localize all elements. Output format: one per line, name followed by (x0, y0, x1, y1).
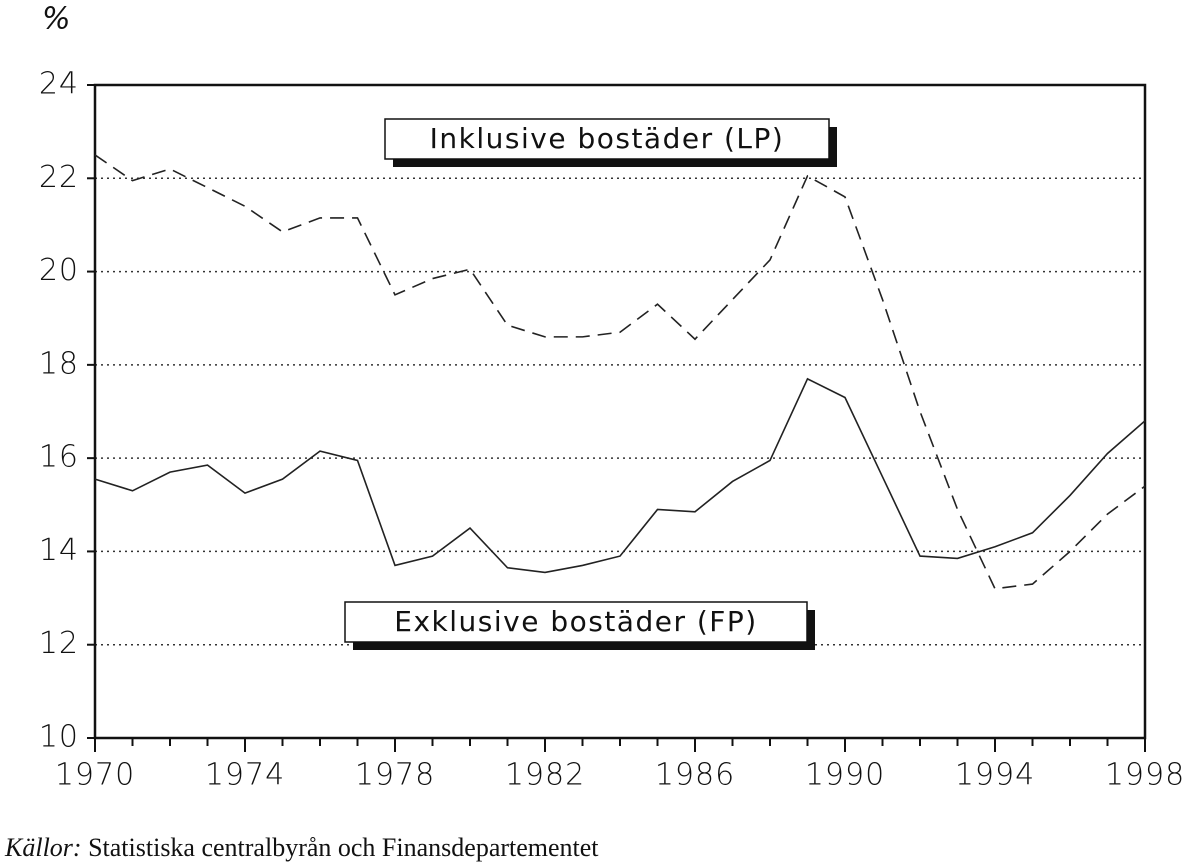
series-label: Inklusive bostäder (LP) (430, 122, 785, 155)
y-tick-label: 16 (39, 440, 79, 475)
source-label: Källor: (4, 833, 82, 862)
label-box (384, 118, 830, 160)
y-unit: % (42, 2, 72, 37)
y-tick-label: 22 (39, 160, 79, 195)
x-tick-label: 1982 (505, 758, 585, 793)
x-tick-label: 1978 (355, 758, 435, 793)
series-line (94, 154, 1146, 590)
x-tick-label: 1986 (655, 758, 735, 793)
y-tick-label: 12 (39, 626, 79, 661)
source-text: Statistiska centralbyrån och Finansdepar… (88, 833, 599, 862)
x-tick-label: 1990 (805, 758, 885, 793)
x-tick-label: 1974 (205, 758, 285, 793)
y-tick-label: 10 (39, 720, 79, 755)
y-tick-label: 18 (39, 346, 79, 381)
x-tick-label: 1970 (55, 758, 135, 793)
label-box (344, 601, 808, 643)
plot-frame (93, 83, 1147, 740)
y-tick-label: 24 (39, 67, 79, 102)
x-tick-label: 1998 (1105, 758, 1185, 793)
y-tick-label: 20 (39, 253, 79, 288)
series-label: Exklusive bostäder (FP) (394, 605, 757, 638)
series-line (94, 377, 1146, 574)
y-tick-label: 14 (39, 533, 79, 568)
x-tick-label: 1994 (955, 758, 1035, 793)
source: Källor: Statistiska centralbyrån och Fin… (4, 833, 599, 862)
